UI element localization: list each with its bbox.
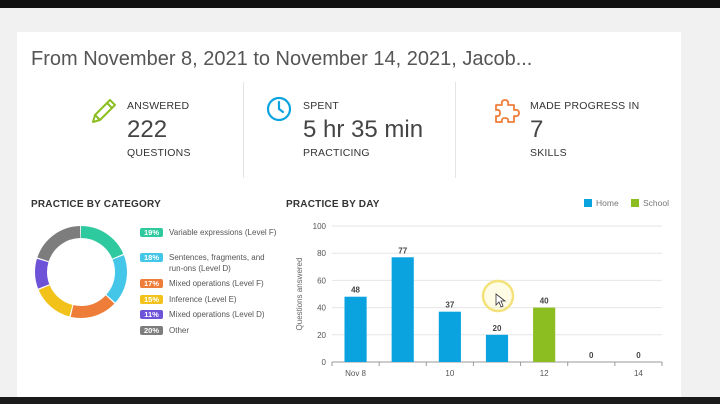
bar[interactable]: [391, 257, 414, 362]
donut-slice: [35, 226, 127, 318]
stat-progress: MADE PROGRESS IN 7 SKILLS: [492, 82, 662, 178]
category-item: 19% Variable expressions (Level F): [140, 228, 280, 250]
summary-card: From November 8, 2021 to November 14, 20…: [17, 32, 681, 404]
category-donut-chart: [35, 226, 127, 318]
category-percent-badge: 20%: [140, 326, 163, 335]
donut-slice: [35, 226, 127, 318]
category-title: PRACTICE BY CATEGORY: [31, 199, 161, 210]
x-tick-label: 14: [634, 369, 643, 378]
category-percent-badge: 15%: [140, 295, 163, 304]
day-chart-title: PRACTICE BY DAY: [286, 199, 380, 210]
category-item: 17% Mixed operations (Level F): [140, 279, 280, 291]
stat-spent-unit: PRACTICING: [303, 147, 370, 159]
clock-icon: [266, 96, 292, 122]
stat-divider: [455, 82, 456, 178]
stat-progress-value: 7: [530, 116, 544, 143]
y-axis-label: Questions answered: [295, 258, 304, 331]
puzzle-icon: [495, 99, 520, 123]
category-label: Mixed operations (Level D): [169, 310, 265, 319]
legend-swatch: [631, 199, 639, 207]
stat-answered-value: 222: [127, 116, 168, 143]
donut-slice: [35, 226, 127, 318]
bar-value-label: 48: [351, 286, 360, 295]
bar[interactable]: [438, 311, 461, 362]
bar-value-label: 0: [589, 351, 594, 360]
category-item: 15% Inference (Level E): [140, 295, 280, 307]
stat-spent-label: SPENT: [303, 100, 340, 112]
y-tick-label: 80: [317, 249, 326, 258]
pencil-icon: [92, 99, 116, 123]
category-percent-badge: 11%: [140, 310, 163, 319]
stat-answered: ANSWERED 222 QUESTIONS: [89, 82, 229, 178]
category-label: Inference (Level E): [169, 295, 237, 304]
donut-slice: [35, 226, 127, 318]
legend-school: School: [631, 198, 669, 208]
y-tick-label: 0: [322, 358, 327, 367]
bar-value-label: 20: [493, 324, 502, 333]
x-tick-label: 10: [445, 369, 454, 378]
y-tick-label: 100: [313, 222, 327, 231]
x-tick-label: 12: [540, 369, 549, 378]
legend-label: Home: [596, 198, 619, 208]
legend-home: Home: [584, 198, 619, 208]
category-label: Sentences, fragments, and run-ons (Level…: [169, 253, 265, 273]
window-top-bar: [0, 0, 720, 8]
x-tick-label: Nov 8: [345, 369, 366, 378]
legend-label: School: [643, 198, 669, 208]
bar[interactable]: [485, 334, 509, 362]
category-label: Mixed operations (Level F): [169, 279, 264, 288]
summary-headline: From November 8, 2021 to November 14, 20…: [31, 48, 533, 70]
stat-answered-unit: QUESTIONS: [127, 147, 191, 159]
stat-spent-value: 5 hr 35 min: [303, 116, 424, 143]
bar[interactable]: [533, 307, 556, 362]
category-label: Variable expressions (Level F): [169, 228, 277, 237]
category-percent-badge: 17%: [140, 279, 163, 288]
category-percent-badge: 18%: [140, 253, 163, 262]
mouse-pointer-icon: [495, 293, 507, 308]
stat-answered-label: ANSWERED: [127, 100, 190, 112]
category-item: 20% Other: [140, 326, 280, 338]
window-bottom-bar: [0, 397, 720, 404]
category-percent-badge: 19%: [140, 228, 163, 237]
bar-value-label: 77: [398, 246, 407, 255]
stat-spent: SPENT 5 hr 35 min PRACTICING: [265, 82, 455, 178]
stat-progress-label: MADE PROGRESS IN: [530, 100, 640, 112]
category-item: 18% Sentences, fragments, and run-ons (L…: [140, 253, 280, 275]
y-tick-label: 20: [317, 331, 326, 340]
stat-progress-unit: SKILLS: [530, 147, 567, 159]
bar[interactable]: [344, 296, 367, 362]
bar-value-label: 40: [540, 297, 549, 306]
bar-value-label: 0: [636, 351, 641, 360]
y-tick-label: 60: [317, 276, 326, 285]
bar-value-label: 37: [445, 301, 454, 310]
category-label: Other: [169, 326, 190, 335]
y-tick-label: 40: [317, 304, 326, 313]
stat-divider: [243, 82, 244, 178]
category-item: 11% Mixed operations (Level D): [140, 310, 280, 322]
legend-swatch: [584, 199, 592, 207]
